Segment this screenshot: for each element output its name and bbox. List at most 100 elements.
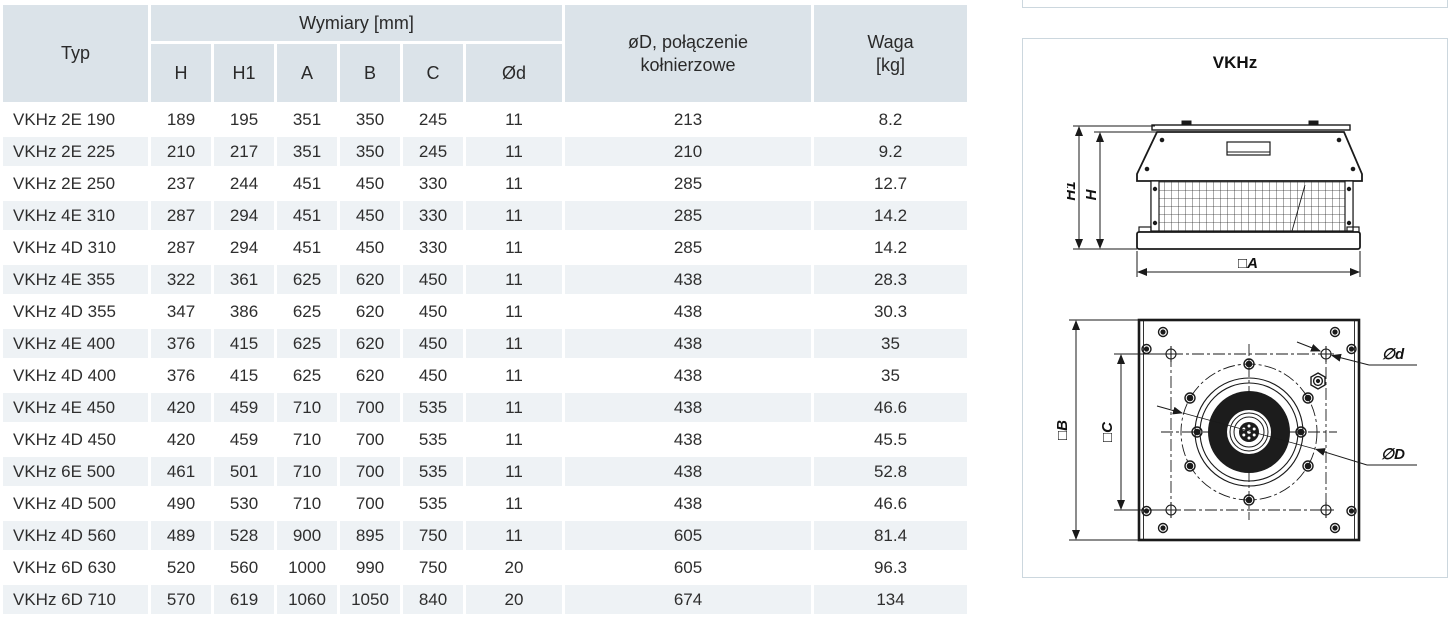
cell: 710 [277, 457, 337, 486]
cell: 350 [340, 137, 400, 166]
cell: 620 [340, 329, 400, 358]
cell: 210 [565, 137, 811, 166]
cell: 700 [340, 457, 400, 486]
cell: 350 [355, 109, 385, 129]
cell: 710 [292, 493, 322, 513]
cell: 11 [466, 457, 562, 486]
cell: 11 [505, 237, 523, 257]
cell: 14.2 [873, 237, 908, 257]
cell: 625 [277, 329, 337, 358]
cell: 625 [292, 365, 322, 385]
cell: 134 [814, 585, 967, 614]
col-header-waga-line2: [kg] [875, 54, 905, 75]
dim-label-h1: H1 [1067, 181, 1079, 200]
cell: 750 [403, 521, 463, 550]
cell: 700 [340, 393, 400, 422]
cell-typ: VKHz 6D 710 [3, 585, 148, 614]
cell: 459 [229, 429, 259, 449]
cell: 450 [418, 365, 448, 385]
cell: 386 [229, 301, 259, 321]
cell: 285 [673, 173, 703, 193]
cell-typ: VKHz 4D 500 [13, 493, 116, 513]
col-header-dimensions-group: Wymiary [mm] [151, 5, 562, 41]
cell-typ: VKHz 4E 400 [3, 329, 148, 358]
table-row: VKHz 4D 400 376 415 625 620 450 11 438 35 [3, 361, 967, 390]
cell: 11 [505, 109, 523, 129]
cell: 14.2 [814, 201, 967, 230]
cell: 351 [292, 109, 322, 129]
cell-typ: VKHz 2E 250 [13, 173, 116, 193]
table-row: VKHz 4D 355 347 386 625 620 450 11 438 30.3 [3, 297, 967, 326]
cell: 11 [466, 521, 562, 550]
cell-typ: VKHz 6E 500 [3, 457, 148, 486]
cell: 530 [229, 493, 259, 513]
cell: 438 [565, 329, 811, 358]
cell: 287 [166, 237, 196, 257]
table-row: VKHz 4E 355 322 361 625 620 450 11 438 28.3 [3, 265, 967, 294]
cell: 35 [814, 329, 967, 358]
cell-typ: VKHz 4E 310 [3, 201, 148, 230]
cell: 11 [505, 301, 523, 321]
cell: 210 [151, 137, 211, 166]
col-header-a: A [277, 44, 337, 102]
cell: 45.5 [873, 429, 908, 449]
cell: 351 [277, 137, 337, 166]
side-view-drawing: H1 H □A [1067, 120, 1363, 277]
cell: 520 [166, 557, 196, 577]
cell: 450 [355, 237, 385, 257]
cell-typ: VKHz 4D 310 [13, 237, 116, 257]
cell: 11 [466, 393, 562, 422]
cell: 8.2 [878, 109, 903, 129]
cell: 81.4 [814, 521, 967, 550]
cell: 459 [214, 393, 274, 422]
cell: 217 [214, 137, 274, 166]
table-row: VKHz 2E 250 237 244 451 450 330 11 285 12.7 [3, 169, 967, 198]
col-header-waga: Waga [kg] [814, 5, 967, 102]
table-row: VKHz 4E 450 420 459 710 700 535 11 438 46.6 [3, 393, 967, 422]
cell: 1000 [288, 557, 326, 577]
cell: 415 [229, 365, 259, 385]
cell: 420 [151, 393, 211, 422]
table-row: VKHz 4D 560 489 528 900 895 750 11 605 81.4 [3, 521, 967, 550]
cell: 535 [403, 457, 463, 486]
cell: 438 [565, 393, 811, 422]
spec-table: Typ Wymiary [mm] øD, połączenie kołnierz… [0, 2, 970, 617]
col-header-c: C [403, 44, 463, 102]
cell: 12.7 [873, 173, 908, 193]
cell: 450 [355, 173, 385, 193]
cell-typ: VKHz 4E 355 [3, 265, 148, 294]
table-row: VKHz 4E 310 287 294 451 450 330 11 285 14.2 [3, 201, 967, 230]
cell: 376 [166, 365, 196, 385]
cell: 11 [466, 137, 562, 166]
table-row: VKHz 4E 400 376 415 625 620 450 11 438 35 [3, 329, 967, 358]
cell: 450 [340, 201, 400, 230]
cell: 535 [403, 393, 463, 422]
dim-label-d-big: ∅D [1381, 446, 1405, 463]
cell: 535 [418, 429, 448, 449]
cell: 189 [166, 109, 196, 129]
cell: 461 [151, 457, 211, 486]
cell-typ: VKHz 2E 225 [3, 137, 148, 166]
cell: 450 [403, 265, 463, 294]
cell: 294 [229, 237, 259, 257]
cell: 11 [466, 265, 562, 294]
cell: 52.8 [814, 457, 967, 486]
cell: 990 [355, 557, 385, 577]
col-header-h1: H1 [214, 44, 274, 102]
cell: 9.2 [814, 137, 967, 166]
col-header-b: B [340, 44, 400, 102]
cell: 11 [505, 429, 523, 449]
cell: 1050 [340, 585, 400, 614]
table-row: VKHz 2E 190 189 195 351 350 245 11 213 8.2 [3, 105, 967, 134]
cell: 438 [565, 265, 811, 294]
table-row: VKHz 6D 710 570 619 1060 1050 840 20 674 134 [3, 585, 967, 614]
cell: 570 [151, 585, 211, 614]
cell: 96.3 [873, 557, 908, 577]
cell: 244 [229, 173, 259, 193]
cell: 195 [229, 109, 259, 129]
cell: 625 [277, 265, 337, 294]
cell-typ: VKHz 4D 355 [13, 301, 116, 321]
cell: 11 [505, 173, 523, 193]
cell: 451 [292, 173, 322, 193]
dim-label-h: H [1083, 188, 1100, 200]
